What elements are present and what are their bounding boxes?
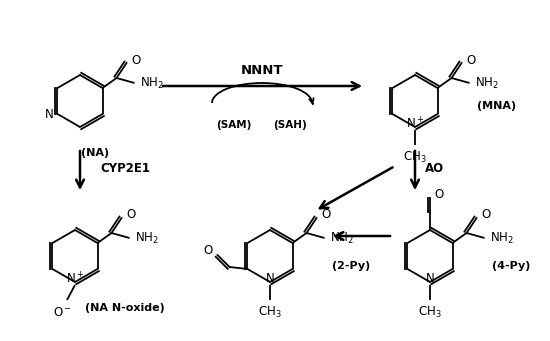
- Text: NH$_2$: NH$_2$: [490, 231, 513, 246]
- Text: N$^+$: N$^+$: [66, 271, 84, 287]
- Text: CH$_3$: CH$_3$: [258, 305, 282, 320]
- Text: O: O: [322, 208, 331, 222]
- Text: N: N: [426, 272, 434, 285]
- Text: N: N: [266, 272, 274, 285]
- Text: NH$_2$: NH$_2$: [140, 75, 163, 91]
- Text: AO: AO: [425, 163, 444, 176]
- Text: O: O: [126, 208, 136, 222]
- Text: CH$_3$: CH$_3$: [418, 305, 442, 320]
- Text: (NA N-oxide): (NA N-oxide): [85, 303, 165, 313]
- Text: NH$_2$: NH$_2$: [329, 231, 353, 246]
- Text: (SAH): (SAH): [273, 120, 307, 130]
- Text: N: N: [45, 107, 54, 120]
- Text: O: O: [434, 188, 443, 201]
- Text: N$^+$: N$^+$: [406, 116, 424, 132]
- Text: O$^-$: O$^-$: [53, 306, 73, 318]
- Text: NH$_2$: NH$_2$: [135, 231, 158, 246]
- Text: NNNT: NNNT: [241, 64, 283, 77]
- Text: CH$_3$: CH$_3$: [403, 149, 427, 165]
- Text: (NA): (NA): [81, 148, 109, 158]
- Text: (SAM): (SAM): [216, 120, 252, 130]
- Text: (4-Py): (4-Py): [492, 261, 530, 271]
- Text: O: O: [466, 54, 476, 66]
- Text: CYP2E1: CYP2E1: [100, 163, 150, 176]
- Text: O: O: [131, 54, 141, 66]
- Text: O: O: [481, 208, 491, 222]
- Text: O: O: [204, 243, 212, 256]
- Text: (2-Py): (2-Py): [332, 261, 370, 271]
- Text: (MNA): (MNA): [477, 101, 516, 111]
- Text: NH$_2$: NH$_2$: [475, 75, 498, 91]
